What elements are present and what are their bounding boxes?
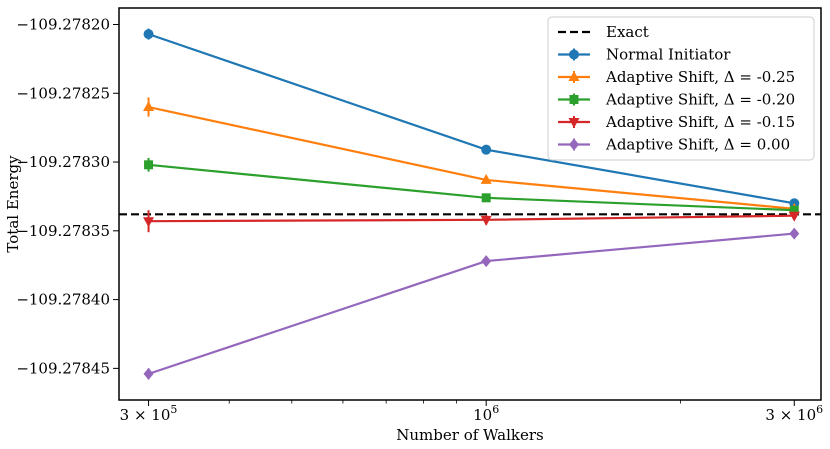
legend-marker <box>569 95 579 104</box>
series-1 <box>143 28 800 209</box>
data-point <box>144 160 154 170</box>
legend: Exact Normal Initiator Adaptive Shift, Δ =… <box>547 16 815 161</box>
x-tick-base: 3 × 10 <box>120 406 171 424</box>
data-point <box>789 227 800 240</box>
legend-marker <box>568 118 580 128</box>
data-point <box>481 144 492 155</box>
data-point <box>481 193 491 203</box>
y-tick-label: −109.27840 <box>16 291 110 309</box>
series-5 <box>143 227 800 380</box>
data-point <box>143 29 154 40</box>
x-tick-exponent: 6 <box>816 403 823 416</box>
legend-label: Adaptive Shift, Δ = -0.20 <box>605 91 795 109</box>
axis-ticks: 3 × 105 106 3 × 106−109.27820−109.27825−10… <box>16 16 823 424</box>
y-tick-label: −109.27835 <box>16 222 110 240</box>
x-tick-exponent: 5 <box>170 403 177 416</box>
data-point <box>143 367 154 380</box>
x-axis-title: Number of Walkers <box>396 426 543 444</box>
x-tick-base: 10 <box>473 406 492 424</box>
x-tick-label: 3 × 106 <box>765 403 823 424</box>
data-point <box>789 205 799 215</box>
legend-label: Adaptive Shift, Δ = -0.25 <box>605 68 795 86</box>
y-tick-label: −109.27845 <box>16 359 110 377</box>
y-tick-label: −109.27820 <box>16 16 110 34</box>
series-4 <box>143 210 800 233</box>
data-point <box>480 173 492 184</box>
data-point <box>788 211 800 222</box>
y-tick-label: −109.27830 <box>16 153 110 171</box>
legend-box <box>547 16 815 161</box>
x-tick-label: 3 × 105 <box>120 403 178 424</box>
legend-marker <box>569 49 579 60</box>
data-point <box>481 255 492 268</box>
data-point <box>480 215 492 226</box>
x-tick-base: 3 × 10 <box>765 406 816 424</box>
series-3 <box>144 157 799 215</box>
legend-label: Normal Initiator <box>606 46 731 64</box>
legend-label: Exact <box>606 23 649 41</box>
series-layer <box>143 28 800 380</box>
legend-label: Adaptive Shift, Δ = -0.15 <box>605 113 795 131</box>
legend-marker <box>568 71 580 81</box>
legend-label: Adaptive Shift, Δ = 0.00 <box>605 136 790 154</box>
y-axis-title: Total Energy <box>4 155 22 253</box>
x-tick-label: 106 <box>473 403 499 424</box>
plot-frame <box>118 7 822 401</box>
data-point <box>143 217 155 228</box>
legend-marker <box>569 138 579 151</box>
data-point <box>143 101 155 112</box>
y-tick-label: −109.27825 <box>16 84 110 102</box>
x-tick-exponent: 6 <box>492 403 499 416</box>
